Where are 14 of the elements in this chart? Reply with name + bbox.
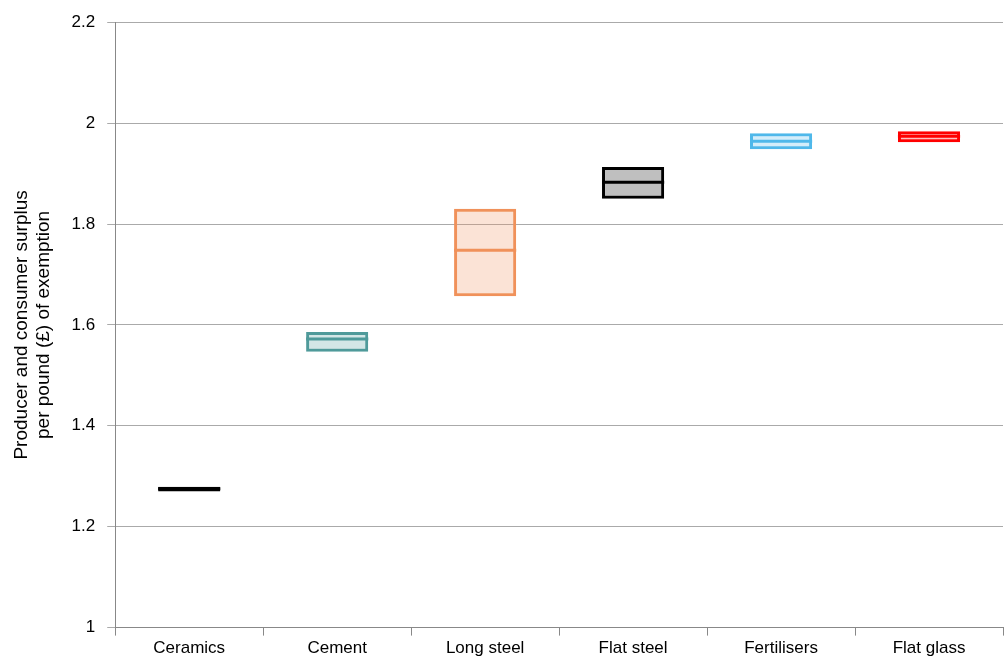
y-tick-label: 1.6 [71,314,96,334]
y-tick-label: 1 [85,617,96,637]
x-tick-label: Flat glass [892,638,966,658]
y-tick-label: 1.8 [71,213,96,233]
y-tick-label: 2.2 [71,11,96,31]
y-tick-label: 1.4 [71,415,96,435]
y-axis-title: Producer and consumer surplus per pound (£) of exemption [9,190,54,460]
x-tick-label: Flat steel [598,638,668,658]
y-tick-label: 1.2 [71,516,96,536]
x-tick-label: Fertilisers [744,638,818,658]
x-tick-label: Long steel [445,638,525,658]
y-tick-label: 2 [85,112,96,132]
x-tick-label: Cement [307,638,368,658]
x-tick-label: Ceramics [153,638,226,658]
